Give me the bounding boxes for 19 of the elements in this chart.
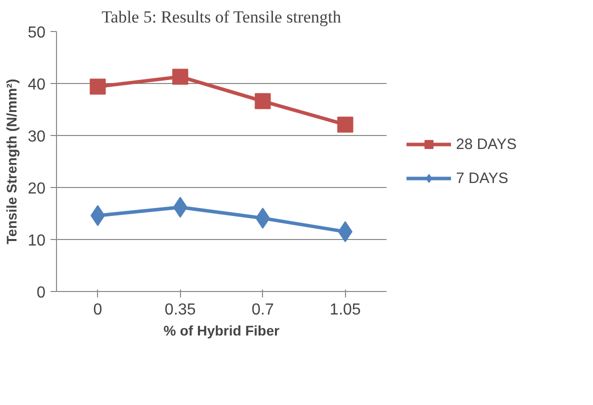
y-tick-label: 50 <box>28 24 46 42</box>
y-tick-label: 30 <box>28 128 46 146</box>
y-tick-label: 20 <box>28 180 46 198</box>
x-tick-label: 0.35 <box>164 302 196 318</box>
point <box>337 116 354 133</box>
y-tick-label: 40 <box>28 76 46 94</box>
legend-label: 7 DAYS <box>456 170 508 186</box>
point <box>172 68 188 85</box>
chart-title: Table 5: Results of Tensile strength <box>102 8 342 26</box>
y-axis-title: Tensile Strength (N/mm²) <box>4 78 20 244</box>
y-tick-label: 10 <box>28 232 46 250</box>
x-tick-label: 0 <box>93 302 102 318</box>
point <box>90 78 106 95</box>
point <box>254 93 271 110</box>
y-tick-label: 0 <box>36 284 46 302</box>
x-tick-label: 1.05 <box>330 302 361 318</box>
legend-label: 28 DAYS <box>456 136 517 152</box>
x-axis-title: % of Hybrid Fiber <box>164 322 280 338</box>
x-tick-label: 0.7 <box>252 302 274 318</box>
